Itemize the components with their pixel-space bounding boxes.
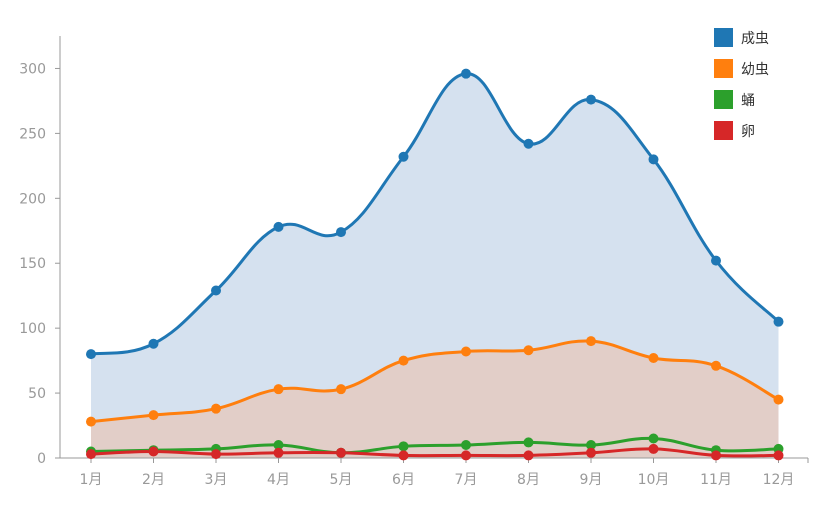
- data-point[interactable]: [586, 336, 596, 347]
- legend-item[interactable]: 蛹: [714, 90, 755, 109]
- y-tick-label: 200: [19, 191, 46, 207]
- legend-label: 成虫: [741, 31, 769, 47]
- series-line-4: [90, 447, 779, 458]
- legend-swatch: [714, 59, 733, 78]
- data-point[interactable]: [273, 440, 284, 451]
- x-tick-label: 6月: [392, 472, 415, 488]
- data-point[interactable]: [148, 410, 159, 421]
- legend-label: 卵: [741, 124, 755, 140]
- data-point[interactable]: [648, 443, 659, 454]
- y-tick-label: 250: [19, 126, 46, 142]
- data-point[interactable]: [398, 450, 409, 461]
- data-point[interactable]: [461, 346, 471, 357]
- legend-item[interactable]: 幼虫: [714, 59, 769, 78]
- data-point[interactable]: [586, 94, 596, 105]
- data-point[interactable]: [523, 450, 534, 461]
- data-point[interactable]: [86, 416, 96, 427]
- data-point[interactable]: [398, 441, 409, 452]
- x-tick-label: 10月: [638, 472, 670, 488]
- data-point[interactable]: [523, 138, 534, 149]
- data-point[interactable]: [336, 384, 346, 395]
- x-tick-label: 11月: [700, 472, 732, 488]
- data-point[interactable]: [523, 437, 534, 448]
- y-tick-label: 50: [28, 386, 46, 402]
- data-point[interactable]: [461, 450, 471, 461]
- data-point[interactable]: [648, 433, 659, 444]
- data-point[interactable]: [148, 338, 159, 349]
- data-point[interactable]: [273, 447, 284, 458]
- y-tick-label: 150: [19, 256, 46, 272]
- series-areas: [91, 73, 779, 458]
- data-point[interactable]: [523, 345, 534, 356]
- x-tick-label: 7月: [455, 472, 478, 488]
- data-point[interactable]: [86, 349, 96, 360]
- data-point[interactable]: [398, 151, 409, 162]
- y-tick-label: 300: [19, 61, 46, 77]
- data-point[interactable]: [711, 450, 721, 461]
- legend-label: 蛹: [741, 93, 755, 109]
- x-tick-label: 3月: [205, 472, 228, 488]
- legend-label: 幼虫: [741, 62, 769, 78]
- data-point[interactable]: [211, 449, 221, 460]
- y-tick-label: 100: [19, 321, 46, 337]
- data-point[interactable]: [86, 449, 96, 460]
- data-point[interactable]: [211, 403, 221, 414]
- data-point[interactable]: [398, 355, 409, 366]
- data-point[interactable]: [148, 446, 159, 457]
- data-point[interactable]: [461, 440, 471, 451]
- x-tick-label: 9月: [580, 472, 603, 488]
- data-point[interactable]: [773, 394, 784, 405]
- y-tick-label: 0: [37, 451, 46, 467]
- axes: 0 50 100 150 200 250 300 1月 2月 3月 4月 5月 6月 7月 8月 9月 10月 1…: [19, 36, 809, 488]
- x-tick-label: 1月: [80, 472, 103, 488]
- legend-swatch: [714, 28, 733, 47]
- data-point[interactable]: [336, 447, 346, 458]
- legend-item[interactable]: 卵: [714, 121, 755, 140]
- data-point[interactable]: [273, 221, 284, 232]
- data-point[interactable]: [461, 68, 471, 79]
- data-point[interactable]: [586, 447, 596, 458]
- x-tick-label: 2月: [142, 472, 165, 488]
- data-point[interactable]: [648, 154, 659, 165]
- legend-swatch: [714, 121, 733, 140]
- data-point[interactable]: [648, 353, 659, 364]
- data-point[interactable]: [773, 316, 784, 327]
- legend-item[interactable]: 成虫: [714, 28, 769, 47]
- area-2: [91, 340, 779, 458]
- data-point[interactable]: [273, 384, 284, 395]
- data-point[interactable]: [711, 255, 721, 266]
- data-point[interactable]: [711, 360, 721, 371]
- x-tick-label: 8月: [517, 472, 540, 488]
- x-tick-label: 4月: [267, 472, 290, 488]
- data-point[interactable]: [336, 227, 346, 238]
- x-tick-label: 5月: [330, 472, 353, 488]
- x-tick-label: 12月: [763, 472, 795, 488]
- data-point[interactable]: [586, 440, 596, 451]
- data-point[interactable]: [211, 285, 221, 296]
- series-points: [86, 68, 784, 461]
- legend-swatch: [714, 90, 733, 109]
- data-point[interactable]: [773, 450, 784, 461]
